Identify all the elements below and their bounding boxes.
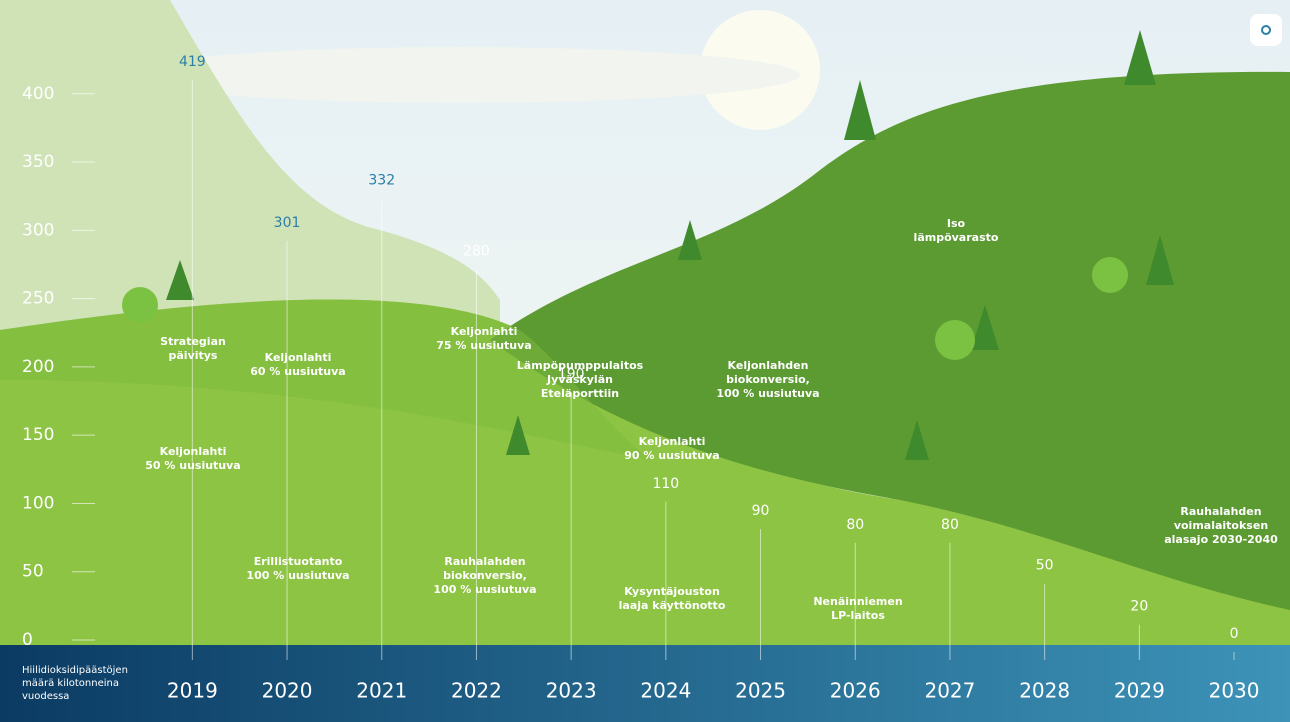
annotation-line: biokonversio, [726,373,810,386]
annotation-line: Iso [947,217,966,230]
axis-label-line: määrä kilotonneina [22,678,119,689]
value-label: 90 [752,503,770,519]
annotation-line: 50 % uusiutuva [145,459,240,472]
annotation-line: Keljonlahti [265,351,332,364]
value-label: 80 [846,517,864,533]
annotation-line: Strategian [160,335,226,348]
value-label: 0 [1230,626,1239,642]
annotation-line: päivitys [169,349,218,362]
annotation-line: Rauhalahden [1180,505,1261,518]
camera-icon[interactable] [1250,14,1282,46]
annotation-line: 100 % uusiutuva [716,387,819,400]
annotation-line: Keljonlahti [451,325,518,338]
y-tick-label: 300 [22,220,54,240]
annotation-line: 75 % uusiutuva [436,339,531,352]
x-tick-label: 2025 [735,679,786,703]
annotation-line: 100 % uusiutuva [246,569,349,582]
y-tick-label: 400 [22,84,54,104]
x-tick-label: 2029 [1114,679,1165,703]
x-tick-label: 2023 [546,679,597,703]
value-label: 332 [368,173,395,189]
annotation-line: Keljonlahti [160,445,227,458]
annotation-line: LP-laitos [831,609,885,622]
x-tick-label: 2030 [1209,679,1260,703]
annotation-line: 90 % uusiutuva [624,449,719,462]
y-tick-label: 0 [22,630,33,650]
annotation-line: laaja käyttönotto [619,599,726,612]
annotation-line: Rauhalahden [444,555,525,568]
annotation-line: alasajo 2030-2040 [1164,533,1278,546]
annotation-line: Keljonlahti [639,435,706,448]
y-tick-label: 200 [22,357,54,377]
chart: Hiilidioksidipäästöjen määrä kilotonnein… [0,0,1290,722]
annotation-line: Nenäinniemen [813,595,902,608]
y-tick-label: 250 [22,289,54,309]
value-label: 50 [1036,558,1054,574]
annotation-line: voimalaitoksen [1174,519,1268,532]
x-tick-label: 2026 [830,679,881,703]
value-label: 280 [463,244,490,260]
annotation-line: Erillistuotanto [254,555,343,568]
value-label: 110 [652,476,679,492]
x-tick-label: 2022 [451,679,502,703]
value-label: 80 [941,517,959,533]
x-tick-label: 2027 [924,679,975,703]
y-tick-label: 150 [22,425,54,445]
annotation-line: Kysyntäjouston [624,585,720,598]
value-label: 419 [179,54,206,70]
annotation-line: 60 % uusiutuva [250,365,345,378]
y-tick-label: 100 [22,493,54,513]
annotation-line: Jyväskylän [546,373,613,386]
annotation-line: biokonversio, [443,569,527,582]
annotation-line: Lämpöpumppulaitos [517,359,644,372]
annotation-line: Eteläporttiin [541,387,619,400]
x-tick-label: 2028 [1019,679,1070,703]
axis-label-line: vuodessa [22,691,69,702]
y-tick-label: 50 [22,562,44,582]
annotation-line: 100 % uusiutuva [433,583,536,596]
value-label: 301 [274,215,301,231]
y-tick-label: 350 [22,152,54,172]
x-tick-label: 2024 [640,679,691,703]
value-label: 20 [1130,599,1148,615]
annotation-line: Keljonlahden [728,359,809,372]
x-tick-label: 2020 [262,679,313,703]
annotation-line: lämpövarasto [914,231,999,244]
x-tick-label: 2019 [167,679,218,703]
axis-label-line: Hiilidioksidipäästöjen [22,665,128,676]
x-tick-label: 2021 [356,679,407,703]
